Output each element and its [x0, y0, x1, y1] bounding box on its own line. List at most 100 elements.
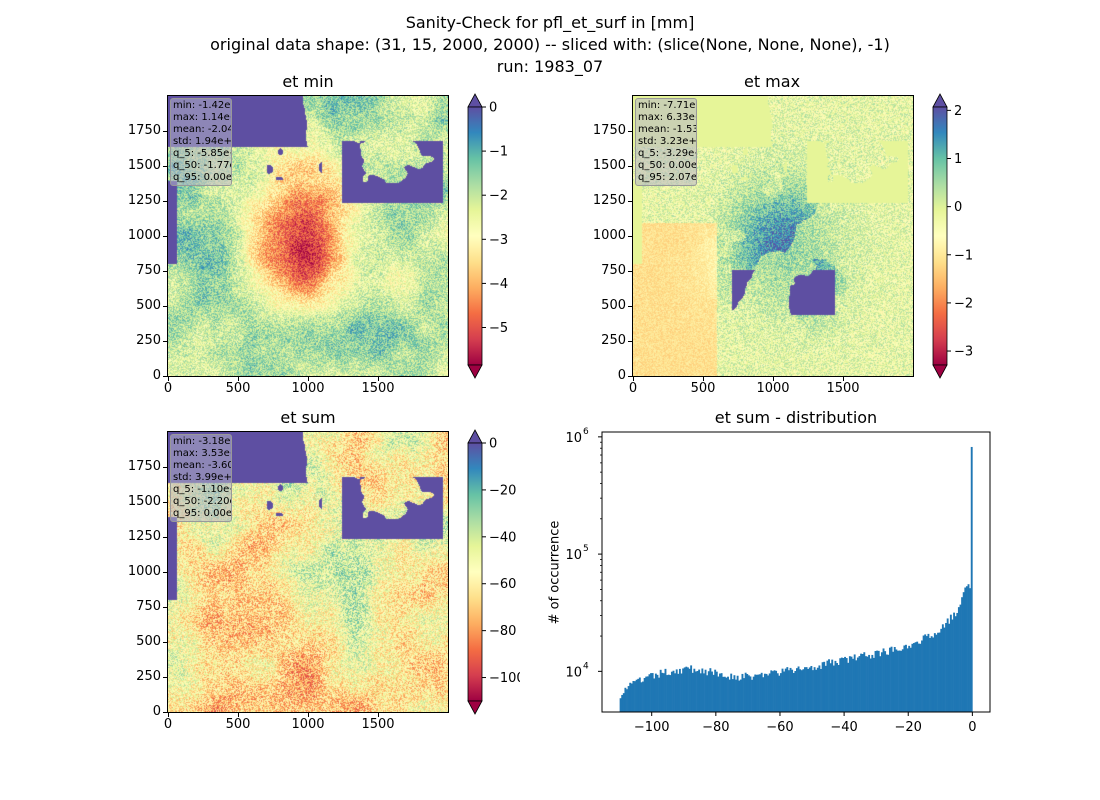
x-tick-mark — [703, 377, 704, 381]
histogram-bar — [866, 656, 869, 712]
et-sum-stat-q5: q_5: -1.10e+02 — [173, 484, 231, 495]
colorbar-tick-label: −100 — [489, 671, 520, 686]
histogram-bar — [642, 681, 644, 712]
y-tick-mark — [163, 712, 167, 713]
x-tick-label: 1500 — [361, 717, 395, 732]
x-tick-label: 0 — [628, 381, 638, 396]
et-min-stat-mean: mean: -2.04e+00 — [173, 124, 231, 135]
colorbar-gradient — [467, 106, 483, 366]
x-tick-label: 0 — [163, 717, 173, 732]
histogram-bar — [893, 646, 896, 712]
histogram-bar — [637, 678, 640, 712]
histogram-bar — [690, 665, 693, 712]
histogram-bar — [646, 676, 649, 712]
y-tick-mark — [163, 166, 167, 167]
histogram-bar — [685, 666, 688, 712]
histogram-bar — [876, 650, 879, 712]
colorbar-extend-min — [932, 364, 948, 379]
histogram-bar — [965, 586, 968, 712]
histogram-bar — [672, 670, 675, 712]
histogram-bar — [970, 446, 973, 712]
y-tick-label: 750 — [136, 263, 161, 278]
et-min-stat-std: std: 1.94e+00 — [173, 136, 232, 147]
histogram-bar — [796, 668, 798, 712]
histogram-bar — [837, 664, 840, 712]
y-tick-label: 1250 — [127, 193, 161, 208]
colorbar-extend-min — [467, 364, 483, 379]
histogram-bar — [945, 622, 948, 712]
histogram-bar — [762, 677, 765, 712]
histogram-bar — [962, 592, 965, 712]
histogram-bar — [627, 686, 630, 712]
y-tick-mark — [628, 271, 632, 272]
colorbar-tick-label: −80 — [489, 624, 516, 639]
colorbar-gradient — [932, 106, 948, 366]
histogram-bar — [808, 667, 811, 712]
histogram-bar — [917, 643, 920, 712]
x-tick-label: 500 — [690, 381, 716, 396]
histogram-bar — [725, 677, 728, 712]
histogram-bar — [703, 673, 705, 712]
histogram-bar — [739, 679, 742, 712]
histogram-bar — [869, 658, 872, 712]
histogram-bar — [913, 643, 915, 712]
histogram-bar — [659, 669, 662, 712]
et-sum-stat-std: std: 3.99e+01 — [173, 472, 232, 483]
histogram-bar — [898, 650, 901, 712]
x-tick-mark — [773, 377, 774, 381]
histogram-bar — [686, 667, 689, 712]
histogram-bar — [719, 673, 721, 712]
histogram-bar — [787, 670, 790, 712]
histogram-bar — [643, 677, 646, 712]
histogram-bar — [959, 604, 962, 712]
histogram-bar — [961, 597, 964, 712]
et-sum-stat-q50: q_50: -2.20e+01 — [173, 496, 231, 507]
histogram-bar — [820, 668, 822, 712]
x-tick-mark — [633, 377, 634, 381]
histogram-bar — [906, 648, 909, 712]
colorbar-tick-label: −2 — [489, 189, 508, 204]
histogram-bar — [877, 650, 880, 712]
colorbar-tick-label: 1 — [954, 152, 962, 167]
histogram-bar — [948, 623, 951, 712]
et-max-stat-max: max: 6.33e+01 — [638, 112, 696, 123]
y-tick-label: 1750 — [127, 459, 161, 474]
histogram-bar — [927, 633, 930, 712]
x-tick-label: 0 — [163, 381, 173, 396]
histogram-bar — [832, 665, 835, 712]
y-tick-label: 500 — [136, 298, 161, 313]
histogram-bar — [964, 587, 967, 712]
et-max-stat-q50: q_50: 0.00e+00 — [638, 160, 697, 171]
y-tick-label: 750 — [136, 599, 161, 614]
et-max-heatmap: min: -7.71e+00 max: 6.33e+01 mean: -1.53… — [632, 95, 914, 377]
histogram-bar — [656, 674, 659, 712]
y-tick-label: 250 — [136, 669, 161, 684]
histogram-bar — [751, 679, 754, 712]
colorbar-extend-max — [467, 429, 483, 444]
histogram-bar — [730, 673, 733, 712]
histogram-bar — [863, 652, 866, 712]
y-tick-label: 250 — [136, 333, 161, 348]
histogram-bar — [919, 643, 922, 712]
histogram-bar — [929, 637, 931, 712]
histogram-bar — [802, 669, 805, 712]
histogram-bar — [645, 676, 648, 712]
x-tick-mark — [843, 377, 844, 381]
histogram-bar — [781, 668, 784, 712]
histogram-bar — [834, 660, 837, 712]
histogram-bar — [738, 680, 741, 712]
histogram-bar — [901, 649, 904, 712]
et-max-stat-min: min: -7.71e+00 — [638, 100, 696, 111]
colorbar-extend-max — [467, 93, 483, 108]
et-sum-stat-max: max: 3.53e+02 — [173, 448, 231, 459]
histogram-bar — [850, 656, 853, 712]
histogram-bar — [800, 670, 803, 712]
histogram-y-tick-label: 10 — [565, 431, 582, 446]
histogram-bar — [711, 671, 713, 712]
et-min-title: et min — [282, 72, 334, 91]
histogram-bar — [717, 676, 720, 712]
et-min-statbox: min: -1.42e+01 max: 1.14e+01 mean: -2.04… — [170, 98, 232, 186]
histogram-bar — [799, 669, 802, 712]
histogram-bar — [744, 672, 747, 712]
histogram-bar — [951, 619, 954, 712]
